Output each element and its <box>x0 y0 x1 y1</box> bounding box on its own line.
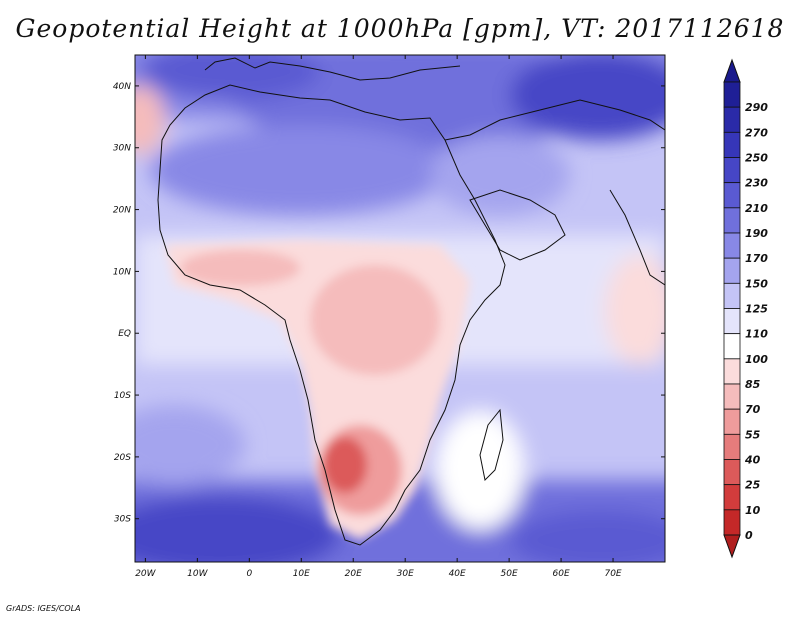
india-coastline <box>609 189 665 286</box>
madagascar-coastline <box>479 408 504 482</box>
colorbar-label: 290 <box>745 101 768 114</box>
colorbar-swatch <box>723 459 741 486</box>
colorbar-label: 40 <box>744 454 761 467</box>
colorbar-swatch <box>723 333 741 360</box>
field-south-atlantic-high <box>135 495 340 562</box>
axis-ticks: 20W 10W 0 10E 20E 30E 40E 50E 60E 70E 40N 30N 20N 10N… <box>113 55 665 579</box>
colorbar: 2902702502302101901701501251101008570554… <box>723 58 768 559</box>
colorbar-label: 270 <box>745 126 768 139</box>
colorbar-swatch <box>723 308 741 335</box>
lon-tick-label: 40E <box>449 569 466 579</box>
colorbar-swatch <box>723 408 741 435</box>
lon-tick-label: 30E <box>397 569 414 579</box>
colorbar-label: 85 <box>745 378 761 391</box>
colorbar-swatch <box>723 484 741 511</box>
colorbar-label: 100 <box>745 353 768 366</box>
colorbar-label: 190 <box>745 227 768 240</box>
lon-tick-label: 70E <box>604 569 621 579</box>
europe-coastline <box>204 57 461 81</box>
colorbar-bottom-arrow <box>723 534 741 559</box>
colorbar-swatch <box>723 106 741 133</box>
lat-tick-label: 30N <box>113 144 131 154</box>
field-iberia-high <box>140 55 320 100</box>
field-indian-ocean-high <box>510 510 665 562</box>
field-central-africa-low <box>310 265 440 375</box>
colorbar-label: 110 <box>745 328 768 341</box>
lon-tick-label: 20E <box>345 569 362 579</box>
field-arabian-sea-low <box>605 255 665 365</box>
colorbar-label: 150 <box>745 277 768 290</box>
colorbar-label: 10 <box>745 504 761 517</box>
field-sahel-low <box>180 250 300 286</box>
colorbar-label: 55 <box>745 428 761 441</box>
lat-tick-label: 10S <box>114 391 131 401</box>
lon-tick-label: 60E <box>553 569 570 579</box>
colorbar-swatch <box>723 358 741 385</box>
colorbar-label: 125 <box>745 303 768 316</box>
lon-tick-label: 0 <box>246 569 252 579</box>
lat-tick-label: EQ <box>118 329 131 339</box>
lon-tick-label: 10E <box>293 569 310 579</box>
field-atlantic-mid <box>135 405 245 485</box>
colorbar-swatch <box>723 157 741 184</box>
colorbar-swatch <box>723 282 741 309</box>
colorbar-swatch <box>723 131 741 158</box>
colorbar-swatch <box>723 232 741 259</box>
colorbar-swatch <box>723 182 741 209</box>
colorbar-top-arrow <box>723 58 741 83</box>
colorbar-swatch <box>723 81 741 108</box>
colorbar-swatch <box>723 433 741 460</box>
colorbar-swatch <box>723 383 741 410</box>
field-asia-high <box>510 55 665 140</box>
field-sahara-high <box>150 125 450 215</box>
colorbar-swatch <box>723 509 741 536</box>
map-title: Geopotential Height at 1000hPa [gpm], VT… <box>15 14 785 43</box>
lat-tick-label: 20N <box>113 206 131 216</box>
field-madagascar-channel <box>435 410 525 530</box>
colorbar-swatch <box>723 257 741 284</box>
lat-tick-label: 30S <box>114 515 131 525</box>
grads-credit: GrADS: IGES/COLA <box>6 604 81 613</box>
field-arabia-high <box>430 135 570 215</box>
lat-tick-label: 40N <box>113 82 131 92</box>
colorbar-label: 230 <box>745 177 768 190</box>
lon-tick-label: 10W <box>187 569 208 579</box>
field-atlantic-low <box>135 85 165 155</box>
coastlines <box>157 57 665 546</box>
colorbar-label: 0 <box>745 529 753 542</box>
field-namibia-low <box>323 437 367 493</box>
asia-coastline <box>444 99 665 141</box>
height-field <box>135 55 665 562</box>
colorbar-label: 25 <box>745 479 761 492</box>
colorbar-label: 170 <box>745 252 768 265</box>
colorbar-label: 210 <box>745 202 768 215</box>
lon-tick-label: 20W <box>135 569 156 579</box>
map-frame <box>134 54 666 563</box>
africa-coastline <box>157 84 506 546</box>
arabia-coastline <box>469 189 566 261</box>
lon-tick-label: 50E <box>501 569 518 579</box>
colorbar-swatch <box>723 207 741 234</box>
lat-tick-label: 10N <box>113 267 131 277</box>
colorbar-label: 70 <box>745 403 761 416</box>
colorbar-label: 250 <box>745 152 768 165</box>
lat-tick-label: 20S <box>114 453 131 463</box>
